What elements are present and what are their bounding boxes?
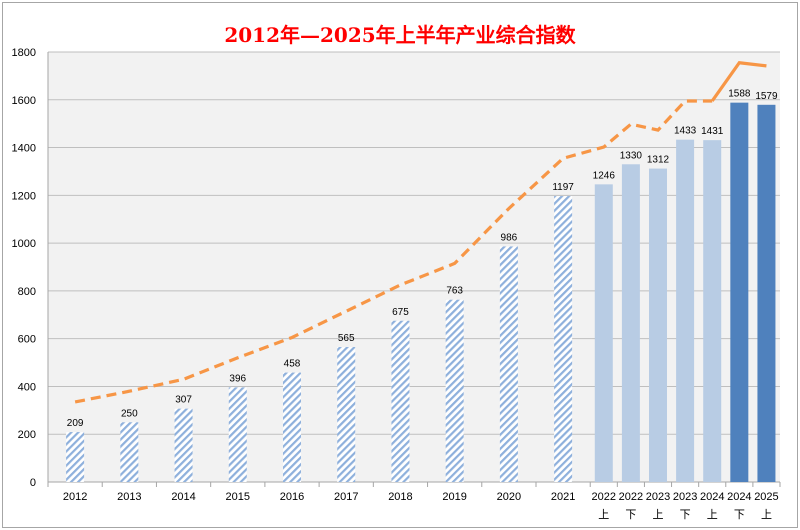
data-label: 458 bbox=[284, 359, 301, 370]
y-tick-label: 200 bbox=[18, 429, 36, 441]
data-label: 986 bbox=[501, 232, 518, 243]
data-label: 1579 bbox=[755, 91, 778, 102]
bar bbox=[594, 184, 613, 482]
x-tick-sublabel: 上 bbox=[653, 508, 664, 521]
x-tick-label: 2015 bbox=[226, 491, 250, 503]
bar bbox=[174, 408, 193, 482]
y-tick-label: 1600 bbox=[12, 95, 36, 107]
trend-line-dashed bbox=[74, 99, 713, 404]
data-label: 1312 bbox=[647, 155, 670, 166]
bar bbox=[337, 347, 356, 482]
y-tick-label: 600 bbox=[18, 334, 36, 346]
x-tick-label: 2025 bbox=[754, 491, 778, 503]
data-label: 250 bbox=[121, 408, 138, 419]
y-tick-label: 1800 bbox=[12, 47, 36, 59]
y-tick-label: 0 bbox=[30, 477, 36, 489]
x-tick-label: 2023 bbox=[646, 491, 670, 503]
data-label: 1431 bbox=[701, 126, 724, 137]
x-tick-label: 2022 bbox=[619, 491, 643, 503]
x-tick-sublabel: 上 bbox=[761, 508, 772, 521]
y-tick-label: 1000 bbox=[12, 238, 36, 250]
bar bbox=[676, 139, 695, 482]
x-tick-label: 2017 bbox=[334, 491, 358, 503]
data-label: 1330 bbox=[620, 150, 643, 161]
y-tick-label: 1200 bbox=[12, 190, 36, 202]
x-tick-sublabel: 下 bbox=[625, 509, 636, 521]
bar bbox=[499, 246, 518, 482]
data-label: 1246 bbox=[593, 170, 616, 181]
x-tick-label: 2012 bbox=[63, 491, 87, 503]
bar bbox=[228, 387, 247, 482]
bar bbox=[283, 372, 301, 482]
bar bbox=[649, 168, 667, 483]
data-label: 763 bbox=[446, 286, 463, 297]
x-tick-sublabel: 上 bbox=[598, 508, 609, 521]
bar bbox=[730, 102, 749, 483]
x-tick-label: 2024 bbox=[727, 491, 751, 503]
x-tick-label: 2014 bbox=[171, 491, 195, 503]
x-tick-label: 2018 bbox=[388, 491, 412, 503]
x-tick-sublabel: 上 bbox=[707, 508, 718, 521]
x-tick-sublabel: 下 bbox=[734, 509, 745, 521]
bar bbox=[757, 104, 776, 483]
chart-title: 2012年—2025年上半年产业综合指数 bbox=[224, 23, 576, 47]
data-label: 565 bbox=[338, 333, 355, 344]
x-tick-label: 2020 bbox=[497, 491, 521, 503]
data-label: 675 bbox=[392, 307, 409, 318]
y-tick-label: 1400 bbox=[12, 143, 36, 155]
data-label: 396 bbox=[229, 373, 246, 384]
data-label: 1197 bbox=[552, 182, 574, 193]
x-tick-label: 2022 bbox=[592, 491, 616, 503]
x-tick-sublabel: 下 bbox=[680, 509, 691, 521]
y-tick-label: 800 bbox=[18, 286, 36, 298]
bar bbox=[391, 320, 410, 482]
data-label: 1433 bbox=[674, 126, 697, 137]
x-tick-label: 2023 bbox=[673, 491, 697, 503]
x-tick-label: 2021 bbox=[551, 491, 575, 503]
data-label: 307 bbox=[175, 395, 192, 406]
trend-line-solid bbox=[710, 61, 767, 102]
x-tick-label: 2019 bbox=[442, 491, 466, 503]
x-tick-label: 2016 bbox=[280, 491, 304, 503]
x-tick-label: 2024 bbox=[700, 491, 724, 503]
bar bbox=[445, 299, 464, 482]
bar bbox=[554, 196, 573, 483]
x-tick-label: 2013 bbox=[117, 491, 141, 503]
bar bbox=[621, 164, 640, 482]
data-label: 1588 bbox=[728, 89, 751, 100]
bar bbox=[120, 422, 139, 482]
bar bbox=[66, 432, 85, 482]
bar bbox=[703, 140, 722, 482]
y-tick-label: 400 bbox=[18, 381, 36, 393]
data-label: 209 bbox=[67, 418, 84, 429]
